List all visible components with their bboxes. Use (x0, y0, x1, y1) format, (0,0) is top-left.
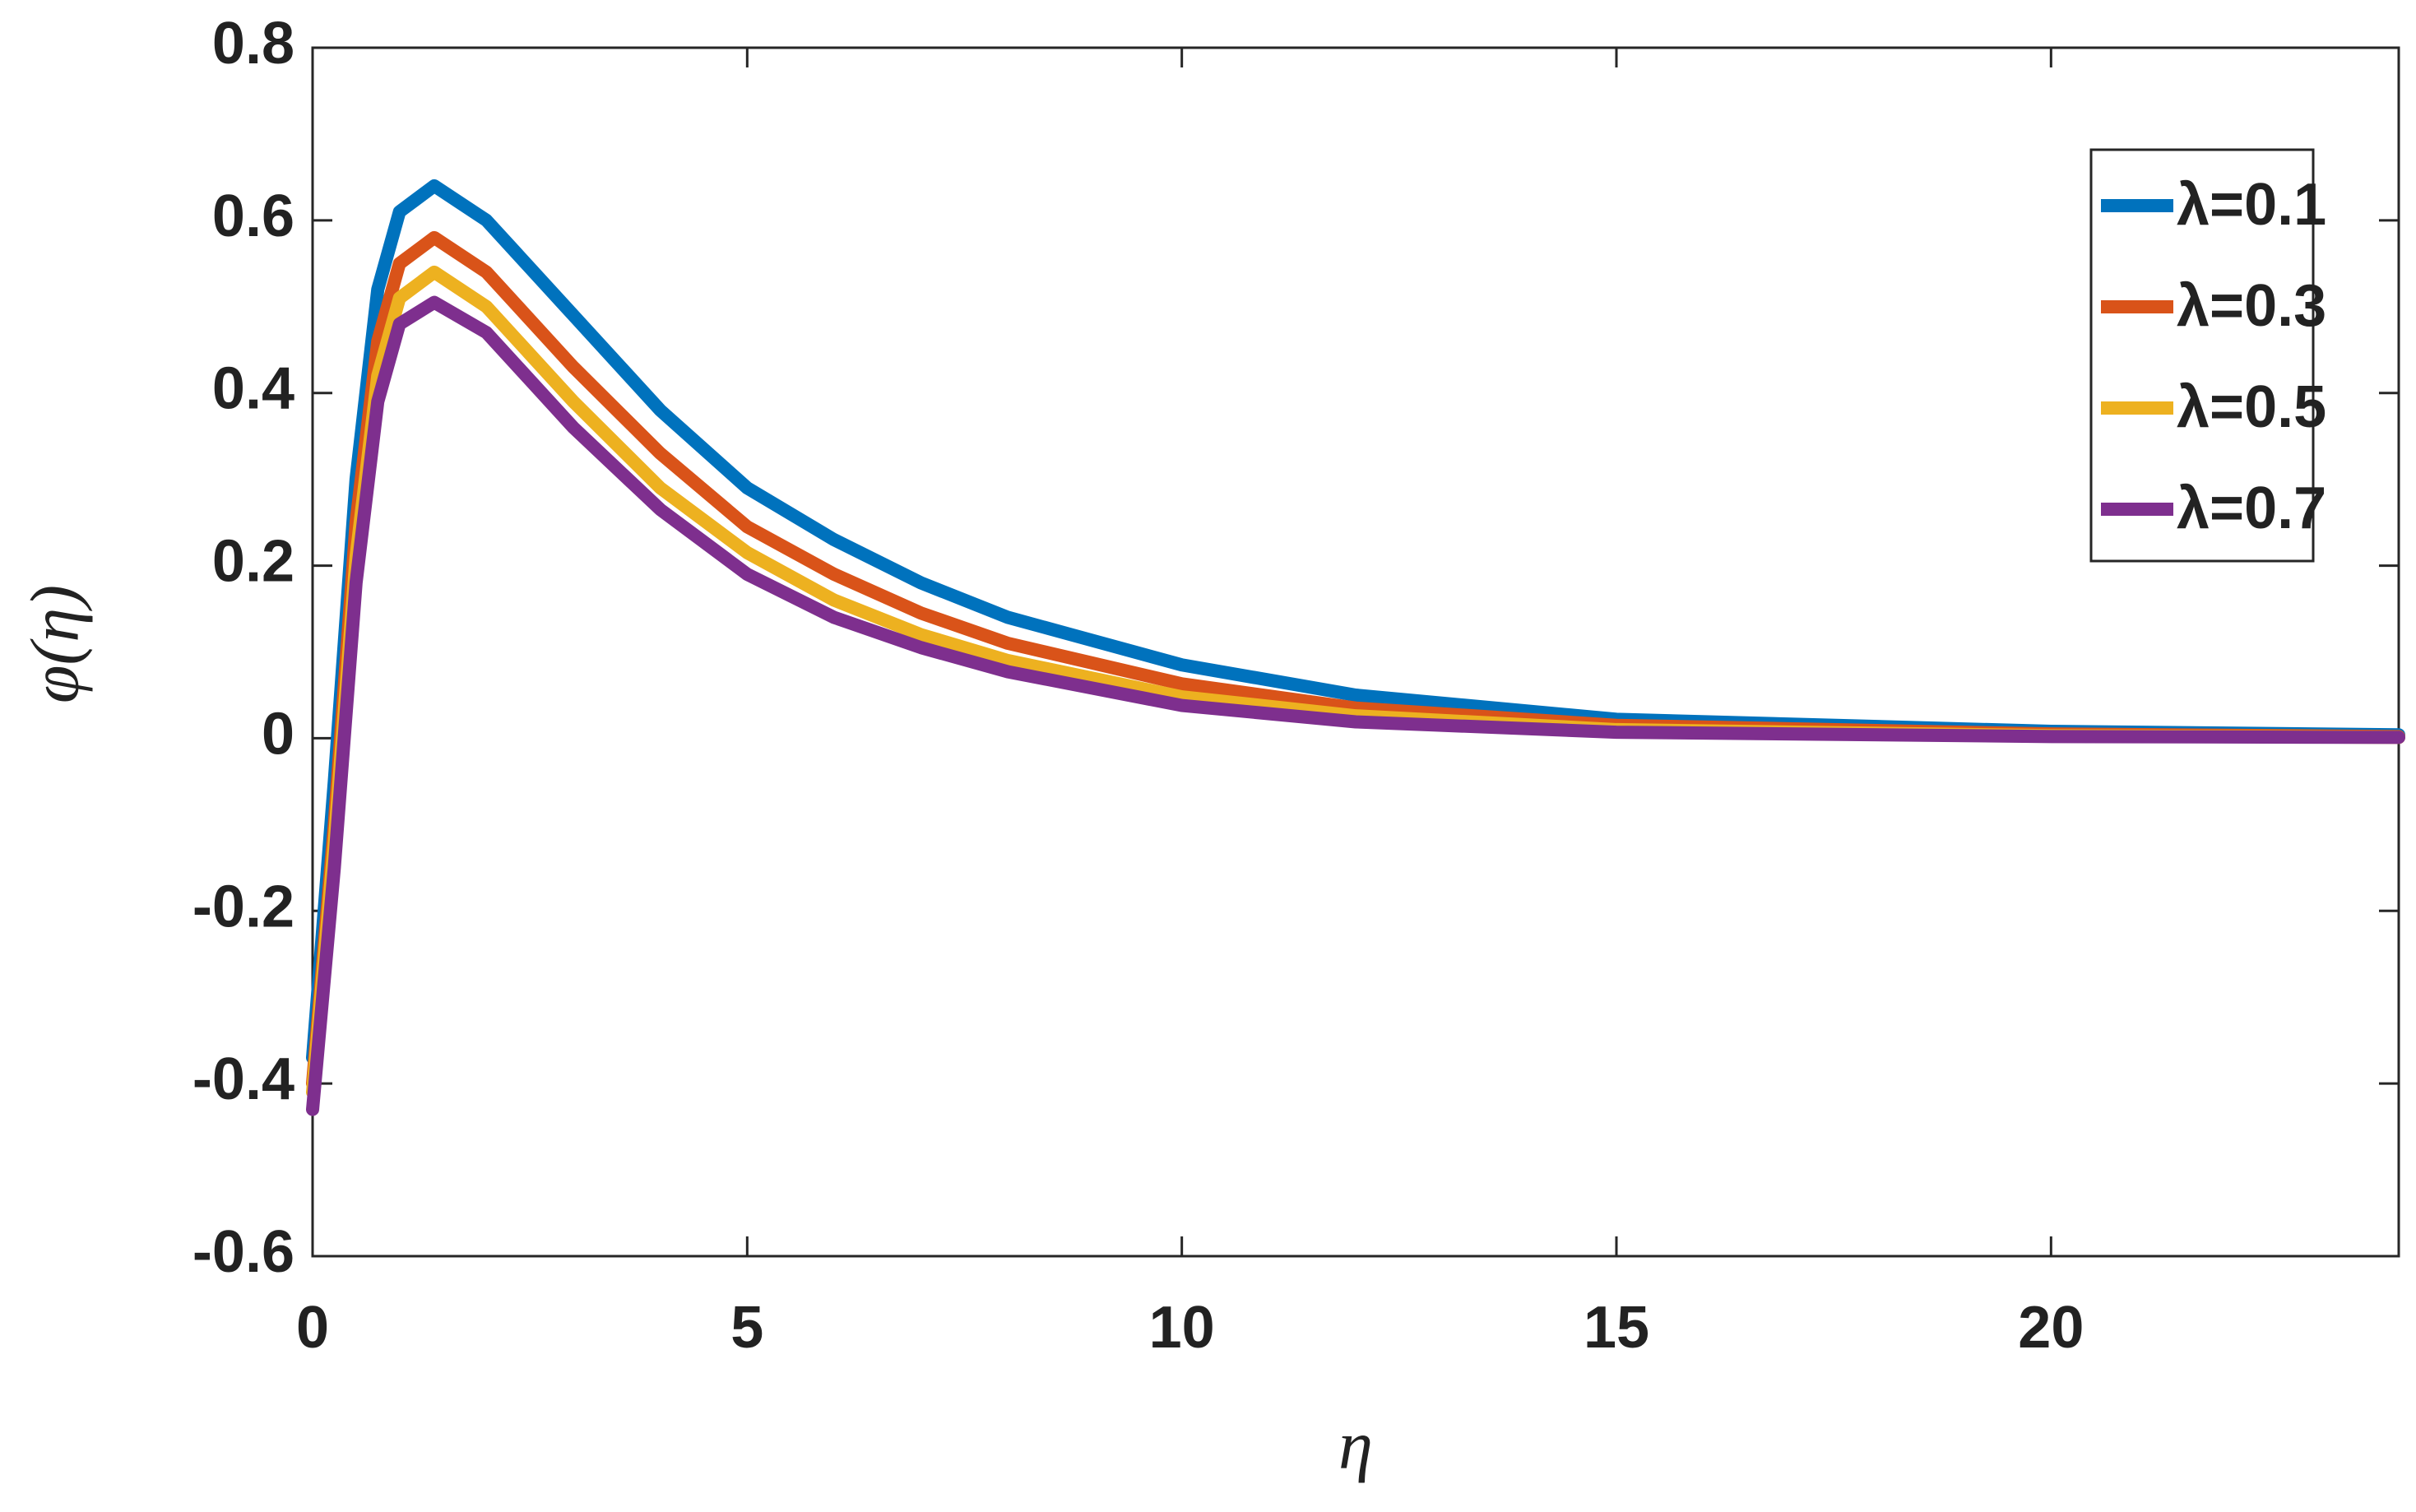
y-tick-label: -0.2 (192, 874, 294, 939)
x-axis-label: η (1338, 1407, 1373, 1483)
legend-label: λ=0.5 (2177, 374, 2326, 440)
x-tick-label: 0 (296, 1295, 329, 1361)
data-line (306, 265, 2405, 1099)
x-tick-label: 5 (730, 1295, 763, 1361)
x-tick-label: 20 (2018, 1295, 2084, 1361)
y-tick-label: -0.4 (192, 1046, 294, 1112)
legend-box (2089, 148, 2315, 563)
plot-frame (311, 46, 2400, 1258)
y-tick-label: 0.4 (212, 356, 294, 422)
data-line (306, 179, 2405, 1064)
y-tick-label: -0.6 (192, 1219, 294, 1285)
y-tick-label: 0.2 (212, 529, 294, 595)
data-line (306, 295, 2405, 1116)
legend-label: λ=0.3 (2177, 273, 2326, 339)
y-axis-label: φ(η) (16, 585, 93, 703)
x-tick-label: 10 (1149, 1295, 1215, 1361)
y-tick-label: 0.8 (212, 11, 294, 77)
x-tick-label: 15 (1584, 1295, 1649, 1361)
y-tick-label: 0 (262, 701, 294, 767)
y-tick-label: 0.6 (212, 183, 294, 249)
legend-label: λ=0.7 (2177, 475, 2326, 541)
legend-label: λ=0.1 (2177, 172, 2326, 238)
